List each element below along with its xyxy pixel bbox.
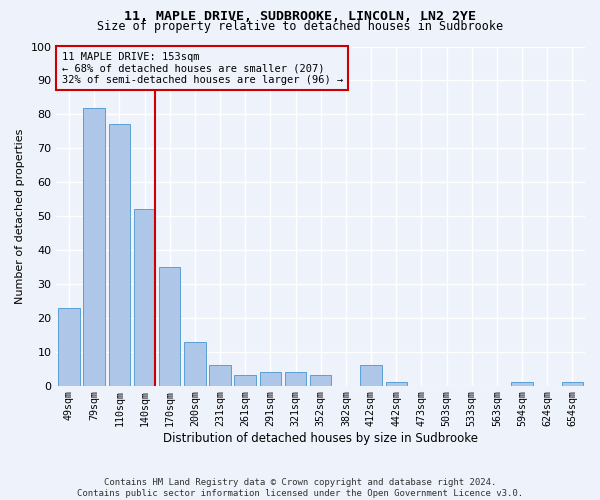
Bar xyxy=(511,382,533,386)
Bar xyxy=(310,376,331,386)
Bar xyxy=(159,267,181,386)
Text: 11 MAPLE DRIVE: 153sqm
← 68% of detached houses are smaller (207)
32% of semi-de: 11 MAPLE DRIVE: 153sqm ← 68% of detached… xyxy=(62,52,343,85)
Bar xyxy=(562,382,583,386)
Bar xyxy=(260,372,281,386)
Bar xyxy=(109,124,130,386)
Bar xyxy=(58,308,80,386)
X-axis label: Distribution of detached houses by size in Sudbrooke: Distribution of detached houses by size … xyxy=(163,432,478,445)
Bar xyxy=(285,372,306,386)
Text: Contains HM Land Registry data © Crown copyright and database right 2024.
Contai: Contains HM Land Registry data © Crown c… xyxy=(77,478,523,498)
Bar xyxy=(209,365,231,386)
Text: 11, MAPLE DRIVE, SUDBROOKE, LINCOLN, LN2 2YE: 11, MAPLE DRIVE, SUDBROOKE, LINCOLN, LN2… xyxy=(124,10,476,23)
Bar xyxy=(361,365,382,386)
Text: Size of property relative to detached houses in Sudbrooke: Size of property relative to detached ho… xyxy=(97,20,503,33)
Y-axis label: Number of detached properties: Number of detached properties xyxy=(15,128,25,304)
Bar xyxy=(235,376,256,386)
Bar xyxy=(134,210,155,386)
Bar xyxy=(386,382,407,386)
Bar xyxy=(83,108,105,386)
Bar xyxy=(184,342,206,386)
